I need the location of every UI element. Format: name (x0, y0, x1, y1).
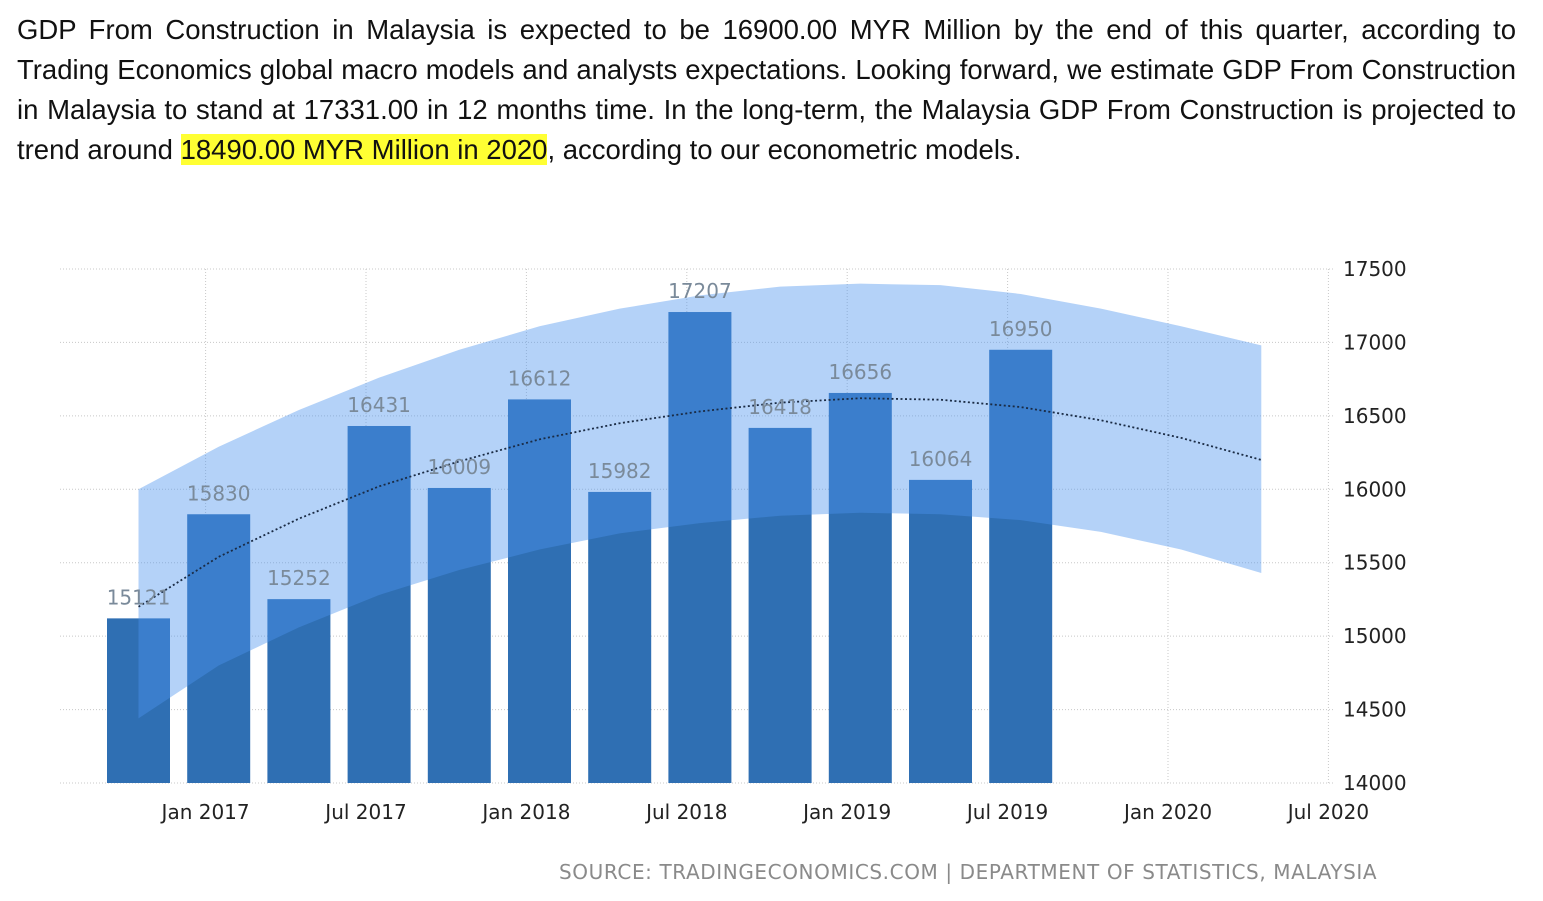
intro-text-before: GDP From Construction in Malaysia is exp… (17, 14, 1516, 165)
y-tick-label: 17500 (1343, 257, 1407, 281)
bar (267, 599, 331, 783)
x-tick-label: Jul 2020 (1286, 800, 1369, 824)
x-tick-label: Jan 2019 (801, 800, 891, 824)
bar-value-label: 15830 (187, 481, 251, 505)
bar-value-label: 15121 (107, 585, 171, 609)
y-tick-label: 14500 (1343, 698, 1407, 722)
bar (668, 312, 732, 783)
y-tick-label: 17000 (1343, 330, 1407, 354)
bar-value-label: 16612 (508, 366, 572, 390)
trend-line-path (138, 397, 1262, 608)
y-tick-label: 14000 (1343, 771, 1407, 795)
y-axis-ticks: 14000 14500 15000 15500 16000 16500 17000 17500 (1343, 257, 1407, 795)
bar-value-label: 16656 (828, 360, 892, 384)
y-tick-label: 15500 (1343, 551, 1407, 575)
bar-value-label: 16064 (909, 447, 973, 471)
bar-value-label: 17207 (668, 279, 732, 303)
y-tick-label: 15000 (1343, 624, 1407, 648)
bar (187, 514, 251, 783)
bar (427, 487, 491, 783)
bar-value-label: 16431 (347, 393, 411, 417)
bar (828, 392, 892, 783)
bar-value-label: 16009 (427, 455, 491, 479)
x-tick-label: Jan 2018 (480, 800, 570, 824)
intro-paragraph: GDP From Construction in Malaysia is exp… (17, 10, 1516, 170)
x-tick-label: Jul 2017 (323, 800, 406, 824)
x-tick-label: Jul 2019 (965, 800, 1048, 824)
bar (748, 427, 812, 783)
bar-value-label: 15982 (588, 459, 652, 483)
source-note: SOURCE: TRADINGECONOMICS.COM | DEPARTMEN… (559, 860, 1378, 884)
x-axis-ticks: Jan 2017 Jul 2017 Jan 2018 Jul 2018 Jan 2019… (160, 800, 1370, 824)
x-tick-label: Jan 2020 (1122, 800, 1212, 824)
x-tick-label: Jul 2018 (644, 800, 727, 824)
trend-line (138, 397, 1262, 608)
bar (989, 349, 1053, 783)
bar-value-labels: 15121 15830 15252 16431 16009 16612 15982 17207… (107, 279, 1053, 609)
forecast-band (138, 283, 1262, 719)
intro-highlight: 18490.00 MYR Million in 2020 (180, 134, 548, 165)
forecast-band-area (138, 283, 1262, 719)
bar-value-label: 15252 (267, 566, 331, 590)
intro-text-after: , according to our econometric models. (547, 134, 1022, 165)
bar (508, 399, 571, 783)
y-tick-label: 16500 (1343, 404, 1407, 428)
chart-bars (107, 312, 1053, 783)
y-tick-label: 16000 (1343, 477, 1407, 501)
bar (909, 479, 972, 783)
bar (107, 618, 170, 783)
x-tick-label: Jan 2017 (160, 800, 250, 824)
bar-value-label: 16418 (748, 395, 812, 419)
bar-value-label: 16950 (989, 317, 1053, 341)
bar (588, 491, 652, 783)
